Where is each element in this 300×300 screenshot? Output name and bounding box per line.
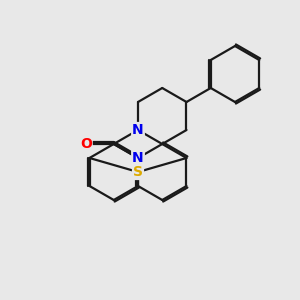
Text: N: N — [132, 151, 144, 165]
Text: O: O — [80, 137, 92, 151]
Text: S: S — [133, 165, 143, 179]
Text: N: N — [132, 123, 144, 137]
